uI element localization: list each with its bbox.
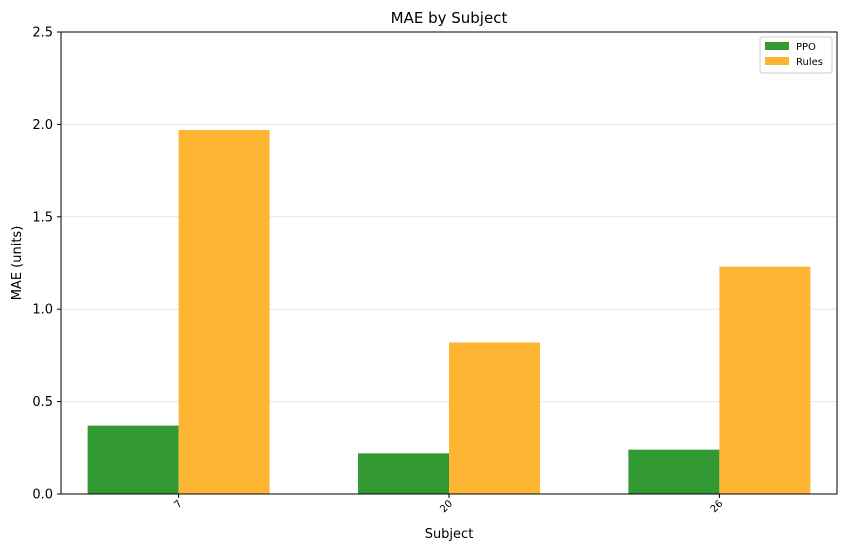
y-tick-label: 2.5 [32, 26, 53, 41]
bar-ppo-7 [87, 425, 179, 494]
y-tick-label: 2.0 [32, 118, 53, 133]
y-tick-label: 0.0 [32, 488, 53, 503]
bar-rules-20 [449, 342, 540, 494]
bar-rules-7 [178, 129, 270, 494]
y-tick-label: 0.5 [32, 395, 53, 410]
legend-label-rules: Rules [796, 57, 823, 68]
y-axis-title: MAE (units) [10, 226, 25, 301]
bar-ppo-26 [628, 449, 720, 494]
chart-title: MAE by Subject [391, 9, 508, 27]
legend-swatch-rules [765, 57, 789, 65]
y-tick-label: 1.5 [32, 210, 53, 225]
bar-rules-26 [719, 266, 811, 494]
bars [87, 129, 811, 494]
legend-label-ppo: PPO [796, 42, 816, 53]
y-tick-label: 1.0 [32, 303, 53, 318]
legend-swatch-ppo [765, 42, 789, 50]
x-axis-title: Subject [425, 527, 474, 542]
y-axis: 0.0 0.5 1.0 1.5 2.0 2.5 [32, 26, 61, 503]
legend: PPO Rules [759, 36, 833, 74]
bar-ppo-20 [358, 453, 449, 494]
